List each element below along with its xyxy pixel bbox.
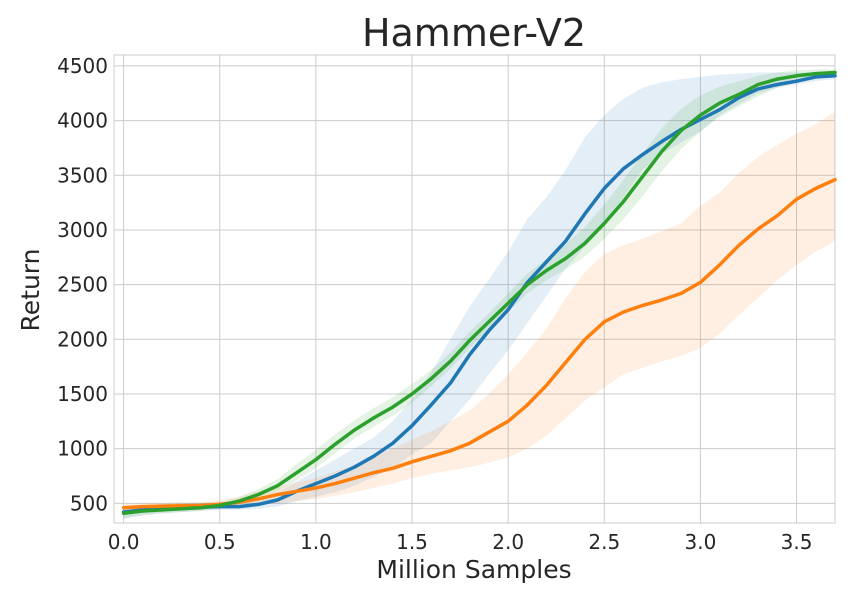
y-tick-label: 500	[70, 491, 108, 515]
y-tick-label: 2000	[57, 327, 108, 351]
series-line-3	[121, 70, 837, 515]
confidence-band-2	[123, 111, 836, 510]
y-tick-label: 1500	[57, 382, 108, 406]
x-tick-label: 2.5	[588, 530, 620, 554]
y-tick-label: 4500	[57, 54, 108, 78]
y-tick-label: 1000	[57, 437, 108, 461]
x-tick-label: 3.5	[781, 530, 813, 554]
confidence-bands	[123, 69, 836, 519]
x-tick-label: 1.5	[396, 530, 428, 554]
x-tick-label: 1.0	[300, 530, 332, 554]
x-tick-label: 0.5	[204, 530, 236, 554]
series-lines	[121, 70, 837, 515]
chart-title: Hammer-V2	[362, 11, 586, 55]
series-line-1	[121, 74, 837, 514]
y-tick-label: 3500	[57, 163, 108, 187]
x-tick-labels: 0.0 0.5 1.0 1.5 2.0 2.5 3.0 3.5	[108, 530, 813, 554]
x-tick-label: 2.0	[492, 530, 524, 554]
y-tick-label: 3000	[57, 218, 108, 242]
y-tick-label: 2500	[57, 273, 108, 297]
x-axis-label: Million Samples	[376, 555, 571, 584]
x-tick-label: 0.0	[108, 530, 140, 554]
x-tick-label: 3.0	[685, 530, 717, 554]
y-tick-label: 4000	[57, 109, 108, 133]
confidence-band-1	[123, 72, 836, 519]
y-axis-label: Return	[16, 249, 45, 332]
plot-area	[113, 54, 836, 524]
y-tick-labels: 500 1000 1500 2000 2500 3000 3500 4000 4500	[57, 54, 108, 515]
